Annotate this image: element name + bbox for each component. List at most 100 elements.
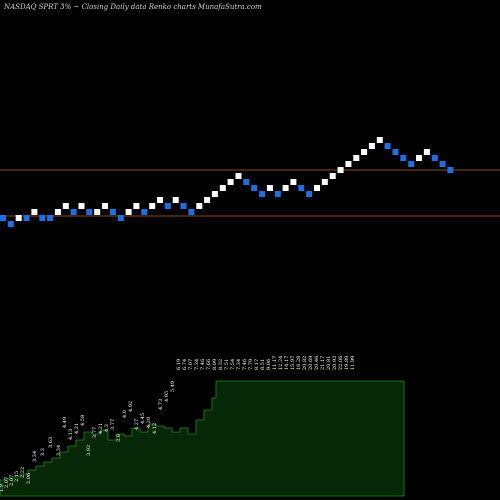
volume-label-9: 3.34 [56, 445, 62, 456]
volume-label-24: 4.20 [146, 417, 152, 428]
volume-label-45: 11.17 [272, 356, 278, 370]
volume-label-28: 5.49 [170, 381, 176, 392]
renko-brick-52 [408, 161, 415, 167]
volume-label-48: 15.97 [290, 356, 296, 370]
volume-label-52: 20.46 [314, 356, 320, 370]
volume-label-6: 3.34 [32, 451, 38, 462]
chart-title: NASDAQ SPRT 3% ~ Closing Daily data Renk… [4, 3, 262, 11]
renko-brick-48 [376, 137, 383, 143]
renko-brick-10 [78, 203, 85, 209]
volume-label-37: 7.51 [224, 359, 230, 370]
volume-label-19: 3.8 [116, 434, 122, 442]
volume-label-42: 8.17 [254, 359, 260, 370]
renko-brick-46 [361, 149, 368, 155]
volume-label-4: 2.22 [20, 467, 26, 478]
renko-brick-21 [164, 203, 171, 209]
renko-brick-20 [157, 197, 163, 203]
renko-brick-14 [109, 209, 116, 215]
renko-brick-16 [125, 209, 132, 215]
volume-label-23: 4.45 [140, 413, 146, 424]
renko-brick-34 [266, 185, 273, 191]
renko-brick-36 [282, 185, 289, 191]
renko-brick-28 [219, 185, 226, 191]
volume-label-21: 4.92 [128, 401, 134, 412]
renko-brick-3 [23, 215, 30, 221]
volume-label-14: 3.92 [86, 445, 92, 456]
renko-brick-51 [400, 155, 407, 161]
renko-brick-8 [62, 203, 69, 209]
renko-brick-7 [54, 209, 61, 215]
volume-label-29: 6.19 [176, 359, 182, 370]
volume-label-44: 9.06 [266, 359, 272, 370]
volume-label-38: 7.54 [230, 359, 236, 370]
renko-brick-23 [180, 203, 187, 209]
volume-label-26: 4.73 [158, 399, 164, 410]
renko-brick-13 [102, 203, 108, 209]
renko-brick-27 [211, 191, 218, 197]
renko-brick-54 [423, 149, 430, 155]
renko-brick-17 [133, 203, 140, 209]
volume-label-18: 3.77 [110, 419, 116, 430]
volume-label-13: 4.58 [80, 415, 86, 426]
renko-brick-19 [149, 203, 156, 209]
volume-label-41: 7.79 [248, 359, 254, 370]
renko-brick-35 [274, 191, 281, 197]
volume-area [0, 380, 405, 497]
volume-label-2: 2.07 [9, 475, 15, 486]
renko-brick-25 [196, 203, 203, 209]
volume-label-8: 3.63 [48, 437, 54, 448]
volume-label-53: 21.17 [320, 356, 326, 370]
renko-brick-22 [172, 197, 179, 203]
volume-label-16: 4.21 [98, 423, 104, 434]
volume-label-20: 4.0 [122, 410, 128, 418]
renko-brick-43 [337, 167, 344, 173]
volume-label-10: 4.49 [62, 417, 68, 428]
renko-brick-33 [259, 191, 266, 197]
volume-label-51: 20.69 [308, 356, 314, 370]
volume-label-36: 8.32 [218, 359, 224, 370]
renko-brick-41 [321, 179, 328, 185]
renko-brick-30 [235, 173, 242, 179]
renko-brick-12 [94, 209, 101, 215]
renko-brick-0 [0, 215, 6, 221]
volume-label-47: 14.17 [284, 356, 290, 370]
renko-brick-2 [15, 215, 22, 221]
renko-brick-29 [227, 179, 234, 185]
renko-brick-56 [439, 161, 446, 167]
volume-label-32: 7.34 [194, 359, 200, 370]
renko-brick-9 [70, 209, 77, 215]
volume-label-27: 4.95 [164, 391, 170, 402]
volume-label-15: 3.77 [92, 427, 98, 438]
volume-label-3: 2.15 [14, 471, 20, 482]
volume-label-56: 22.06 [338, 356, 344, 370]
volume-label-54: 20.81 [326, 356, 332, 370]
volume-label-46: 12.24 [278, 356, 284, 370]
volume-label-17: 4.3 [104, 424, 110, 432]
renko-brick-38 [298, 185, 305, 191]
volume-label-49: 16.28 [296, 356, 302, 370]
volume-label-39: 7.34 [236, 359, 242, 370]
volume-label-7: 3.3 [40, 448, 46, 456]
renko-brick-5 [39, 215, 46, 221]
volume-labels: 1.92.07 2.07 2.15 2.222.063.34 3.33.633.344.… [0, 356, 356, 492]
renko-brick-45 [353, 155, 360, 161]
volume-label-11: 4.13 [68, 429, 74, 440]
renko-brick-49 [384, 143, 391, 149]
volume-label-25: 4.12 [152, 423, 158, 434]
renko-brick-11 [86, 209, 93, 215]
renko-brick-44 [345, 161, 352, 167]
renko-brick-1 [7, 221, 14, 227]
renko-brick-55 [431, 155, 438, 161]
volume-label-57: 19.89 [344, 356, 350, 370]
renko-brick-4 [31, 209, 38, 215]
volume-label-33: 7.46 [200, 359, 206, 370]
renko-brick-40 [314, 185, 320, 191]
renko-brick-18 [141, 209, 148, 215]
volume-label-40: 7.46 [242, 359, 248, 370]
renko-brick-37 [290, 179, 297, 185]
volume-label-58: 11.99 [350, 356, 356, 370]
volume-label-55: 20.93 [332, 356, 338, 370]
volume-label-43: 8.51 [260, 359, 266, 370]
renko-brick-15 [117, 215, 124, 221]
